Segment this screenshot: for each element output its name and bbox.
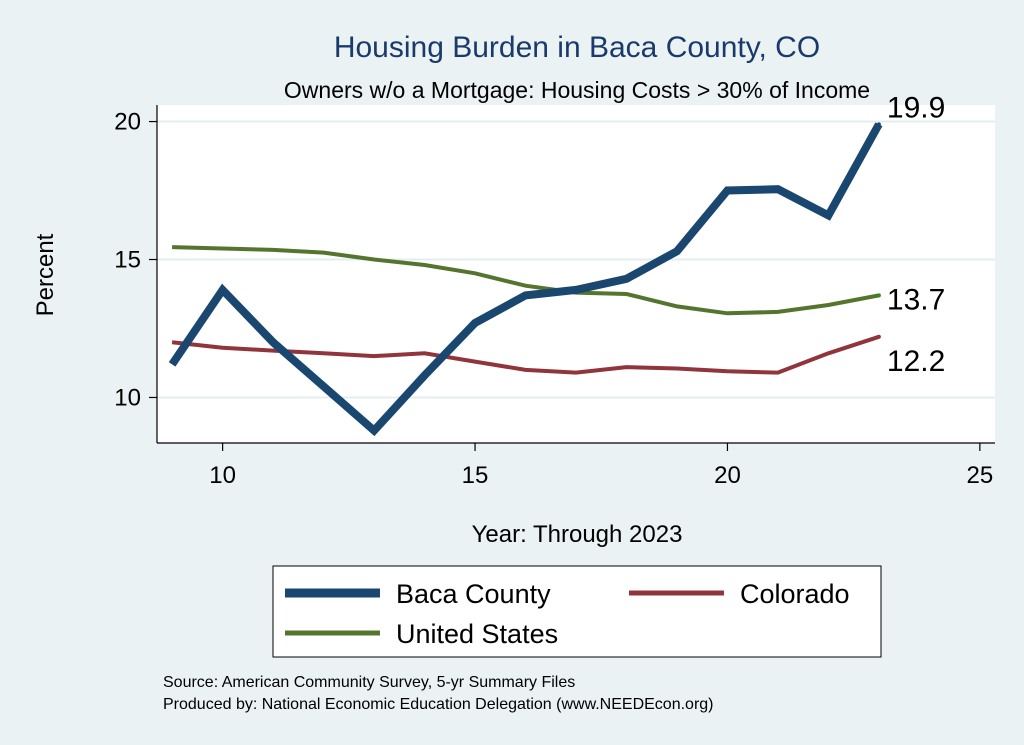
end-point-baca-county [876, 122, 881, 127]
end-point-united-states [876, 293, 881, 298]
producer-note: Produced by: National Economic Education… [163, 696, 714, 713]
series-line-colorado [171, 334, 880, 375]
end-label-baca-county: 19.9 [887, 91, 945, 124]
legend-box [272, 565, 882, 658]
series-line-baca-county [168, 122, 883, 437]
y-axis-title: Percent [32, 233, 59, 316]
x-tick-label: 25 [967, 462, 994, 489]
legend-label-baca-county: Baca County [396, 579, 551, 609]
legend-items: Baca County Colorado United States [285, 579, 850, 649]
y-axis-ticks: 10 15 20 [114, 109, 157, 411]
x-tick-label: 20 [714, 462, 741, 489]
x-axis-ticks: 10 15 20 25 [209, 443, 993, 489]
x-axis-title: Year: Through 2023 [472, 521, 683, 548]
end-label-united-states: 13.7 [887, 283, 945, 316]
y-tick-label: 10 [114, 384, 141, 411]
series-lines [168, 122, 883, 437]
end-label-colorado: 12.2 [887, 345, 945, 378]
plot-area [157, 105, 995, 443]
source-note: Source: American Community Survey, 5-yr … [163, 674, 575, 691]
legend: Baca County Colorado United States [272, 565, 882, 658]
series-line-united-states [172, 245, 880, 316]
gridlines [157, 120, 995, 399]
chart-title: Housing Burden in Baca County, CO [334, 31, 820, 64]
end-labels: 19.9 12.2 13.7 [876, 91, 945, 378]
chart-subtitle: Owners w/o a Mortgage: Housing Costs > 3… [284, 77, 870, 103]
x-tick-label: 10 [209, 462, 236, 489]
y-tick-label: 20 [114, 109, 141, 136]
x-tick-label: 15 [462, 462, 489, 489]
y-tick-label: 15 [114, 247, 141, 274]
end-point-colorado [876, 334, 881, 339]
legend-label-united-states: United States [396, 619, 558, 649]
legend-label-colorado: Colorado [740, 579, 850, 609]
